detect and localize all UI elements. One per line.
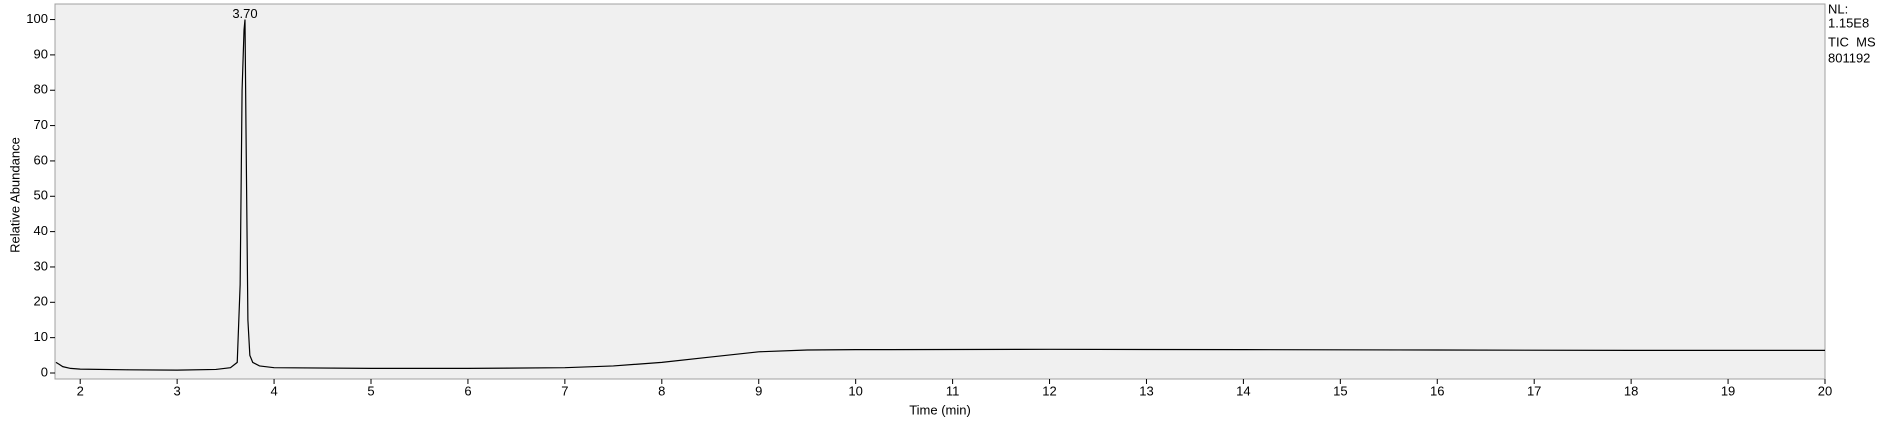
x-tick-label: 12 — [1042, 383, 1056, 398]
x-tick-label: 2 — [77, 383, 84, 398]
x-tick-label: 6 — [464, 383, 471, 398]
x-tick-label: 8 — [658, 383, 665, 398]
x-tick-label: 7 — [561, 383, 568, 398]
y-tick-label: 50 — [34, 188, 48, 203]
x-tick-label: 14 — [1236, 383, 1250, 398]
x-tick-label: 16 — [1430, 383, 1444, 398]
y-tick-label: 0 — [41, 364, 48, 379]
x-tick-label: 20 — [1818, 383, 1832, 398]
y-axis-label: Relative Abundance — [7, 137, 22, 253]
y-tick-label: 80 — [34, 82, 48, 97]
y-tick-label: 90 — [34, 46, 48, 61]
chromatogram-line — [55, 19, 1825, 371]
peak-label: 3.70 — [232, 6, 257, 21]
x-tick-label: 19 — [1721, 383, 1735, 398]
info-text: 801192 — [1828, 50, 1870, 65]
y-tick-label: 70 — [34, 117, 48, 132]
y-tick-label: 100 — [26, 11, 48, 26]
x-tick-label: 10 — [848, 383, 862, 398]
x-tick-label: 13 — [1139, 383, 1153, 398]
y-tick-label: 20 — [34, 294, 48, 309]
x-tick-label: 9 — [755, 383, 762, 398]
x-tick-label: 5 — [367, 383, 374, 398]
y-tick-label: 10 — [34, 329, 48, 344]
x-tick-label: 11 — [946, 383, 960, 398]
info-text: NL: — [1828, 1, 1848, 16]
x-tick-label: 3 — [174, 383, 181, 398]
info-text: TIC MS — [1828, 34, 1876, 49]
x-axis-label: Time (min) — [909, 402, 971, 417]
y-tick-label: 40 — [34, 223, 48, 238]
y-tick-label: 30 — [34, 258, 48, 273]
plot-area — [54, 3, 1826, 380]
info-text: 1.15E8 — [1828, 15, 1869, 30]
y-tick-label: 60 — [34, 152, 48, 167]
x-tick-label: 17 — [1527, 383, 1541, 398]
x-tick-label: 15 — [1333, 383, 1347, 398]
x-tick-label: 4 — [270, 383, 277, 398]
x-tick-label: 18 — [1624, 383, 1638, 398]
